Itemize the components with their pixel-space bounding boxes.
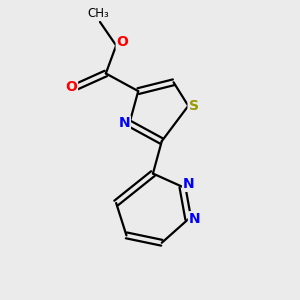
Text: O: O <box>65 80 77 94</box>
Text: O: O <box>117 35 129 49</box>
Text: N: N <box>189 212 201 226</box>
Text: N: N <box>183 177 195 191</box>
Text: N: N <box>118 116 130 130</box>
Text: CH₃: CH₃ <box>88 8 109 20</box>
Text: S: S <box>189 99 199 113</box>
